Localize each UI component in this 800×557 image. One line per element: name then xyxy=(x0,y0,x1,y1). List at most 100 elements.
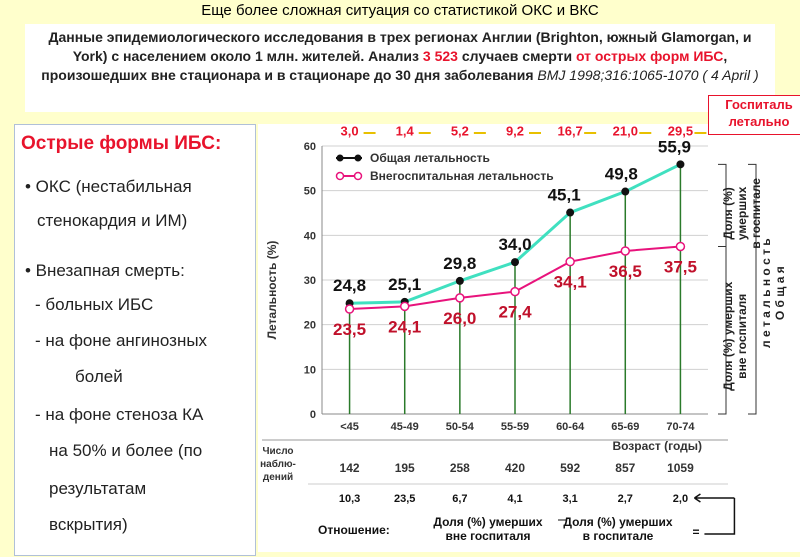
data-point-total xyxy=(511,258,519,267)
data-point-out-of-hospital xyxy=(565,256,575,267)
right-label-hospital-share: умерших xyxy=(735,186,749,240)
hospital-mortality-value: 9,2 xyxy=(506,124,524,139)
x-tick-label: 60-64 xyxy=(556,421,585,433)
data-label-out-of-hospital: 34,1 xyxy=(554,273,587,292)
data-label-total: 29,8 xyxy=(443,254,476,273)
x-tick-label: 50-54 xyxy=(446,421,475,433)
left-panel: Острые формы ИБС: • ОКС (нестабильная ст… xyxy=(14,124,256,556)
table-ratio-value: 10,3 xyxy=(339,493,360,505)
legend-marker-total xyxy=(354,154,362,162)
left-panel-line: - больных ИБС xyxy=(35,295,154,314)
table-n-label: Число xyxy=(262,446,293,457)
table-ratio-value: 4,1 xyxy=(507,493,522,505)
data-label-out-of-hospital: 36,5 xyxy=(609,262,642,281)
right-label-hospital-share: Доля (%) xyxy=(721,187,735,239)
hospital-mortality-value: 5,2 xyxy=(451,124,469,139)
bracket-overall xyxy=(748,163,757,415)
table-ratio-denominator: Доля (%) умерших xyxy=(563,515,672,529)
hospital-mortality-value: 1,4 xyxy=(396,124,415,139)
info-source: BMJ 1998;316:1065-1070 ( 4 April ) xyxy=(533,67,759,83)
legend-label-out-of-hospital: Внегоспитальная летальность xyxy=(370,169,554,183)
legend-label-total: Общая летальность xyxy=(370,151,490,165)
legend-marker-out-of-hospital xyxy=(335,171,345,181)
table-n-label: наблю- xyxy=(260,458,296,470)
right-label-out-of-hospital-share: вне госпиталя xyxy=(735,294,749,379)
left-panel-line: • Внезапная смерть: xyxy=(25,261,185,280)
right-label-hospital-share: в госпитале xyxy=(749,178,763,249)
table-n-value: 857 xyxy=(615,461,635,475)
data-label-out-of-hospital: 24,1 xyxy=(388,317,421,336)
left-panel-line: стенокардия и ИМ) xyxy=(37,211,188,230)
table-ratio-value: 23,5 xyxy=(394,493,415,505)
hospital-mortality-value: 29,5 xyxy=(668,124,693,139)
data-label-out-of-hospital: 37,5 xyxy=(664,258,697,277)
mortality-chart: 0 10 20 30 40 50 60 <45 45-49 50-54 55-59 60-64 65-6… xyxy=(260,124,787,543)
left-panel-title: Острые формы ИБС: xyxy=(21,133,222,154)
data-point-out-of-hospital xyxy=(620,246,631,256)
left-panel-line: вскрытия) xyxy=(49,515,128,534)
x-tick-label: 65-69 xyxy=(611,421,639,433)
table-n-value: 592 xyxy=(560,461,580,475)
data-point-total xyxy=(621,187,630,196)
data-point-total xyxy=(566,208,575,217)
data-point-out-of-hospital xyxy=(399,301,410,312)
slide-title: Еще более сложная ситуация со статистико… xyxy=(201,2,599,19)
left-panel-line: • ОКС (нестабильная xyxy=(25,177,192,196)
hospital-label-line2: летально xyxy=(728,114,790,129)
data-label-out-of-hospital: 23,5 xyxy=(333,320,366,339)
left-panel-line: болей xyxy=(75,367,123,386)
info-part3: , произошедших вне стационара и в стацио… xyxy=(41,48,728,83)
info-part2: случаев смерти xyxy=(457,48,576,64)
table-n-value: 420 xyxy=(505,461,525,475)
table-n-value: 258 xyxy=(450,461,470,475)
data-label-total: 55,9 xyxy=(658,137,691,156)
table-ratio-equals: = xyxy=(692,525,699,539)
hospital-mortality-value: 21,0 xyxy=(613,124,638,139)
data-point-total xyxy=(676,160,685,169)
y-axis-title: Летальность (%) xyxy=(265,241,279,340)
y-tick-label: 30 xyxy=(304,275,316,287)
right-label-out-of-hospital-share: Доля (%) умерших xyxy=(721,281,735,390)
data-point-out-of-hospital xyxy=(344,304,355,314)
y-tick-label: 10 xyxy=(304,364,316,376)
hospital-mortality-value: 16,7 xyxy=(557,124,582,139)
hospital-mortality-value: 3,0 xyxy=(341,124,359,139)
data-label-total: 24,8 xyxy=(333,276,366,295)
chart-panel: 0 10 20 30 40 50 60 <45 45-49 50-54 55-59 60-64 65-6… xyxy=(258,124,800,552)
y-tick-label: 60 xyxy=(304,141,316,153)
data-label-total: 34,0 xyxy=(498,235,531,254)
data-point-out-of-hospital xyxy=(675,241,686,252)
left-panel-line: - на фоне стеноза КА xyxy=(35,405,204,424)
legend-marker-total xyxy=(336,154,344,162)
table-n-value: 195 xyxy=(395,461,415,475)
hospital-mortality-label: Госпиталь летально xyxy=(708,95,800,135)
ratio-arrow xyxy=(694,493,735,503)
table-ratio-value: 6,7 xyxy=(452,493,467,505)
info-highlight: от острых форм ИБС xyxy=(575,48,724,64)
y-tick-label: 50 xyxy=(304,186,316,198)
data-label-total: 25,1 xyxy=(388,275,421,294)
study-info-box: Данные эпидемиологического исследования … xyxy=(25,24,775,112)
table-ratio-numerator: вне госпиталя xyxy=(445,529,530,543)
y-tick-label: 20 xyxy=(304,320,316,332)
table-ratio-value: 2,7 xyxy=(618,493,633,505)
data-label-out-of-hospital: 26,0 xyxy=(443,309,476,328)
info-case-count: 3 523 xyxy=(422,48,458,64)
data-point-out-of-hospital xyxy=(455,293,465,303)
right-label-overall: О б щ а я xyxy=(773,266,787,320)
x-tick-label: 55-59 xyxy=(501,421,529,433)
ratio-bracket xyxy=(704,498,736,535)
x-tick-label: <45 xyxy=(340,421,359,433)
table-ratio-denominator: в госпитале xyxy=(583,529,654,543)
left-panel-line: - на фоне ангинозных xyxy=(35,331,208,350)
bracket-out-of-hospital-share xyxy=(718,246,727,415)
x-tick-label: 45-49 xyxy=(391,421,419,433)
table-n-label: дений xyxy=(263,472,293,483)
data-point-out-of-hospital xyxy=(510,286,520,297)
y-tick-label: 0 xyxy=(310,409,316,421)
table-ratio-label: Отношение: xyxy=(318,523,390,537)
x-tick-label: 70-74 xyxy=(666,421,695,433)
study-info-text: Данные эпидемиологического исследования … xyxy=(25,24,775,85)
data-label-out-of-hospital: 27,4 xyxy=(498,303,532,322)
y-tick-label: 40 xyxy=(304,230,316,242)
